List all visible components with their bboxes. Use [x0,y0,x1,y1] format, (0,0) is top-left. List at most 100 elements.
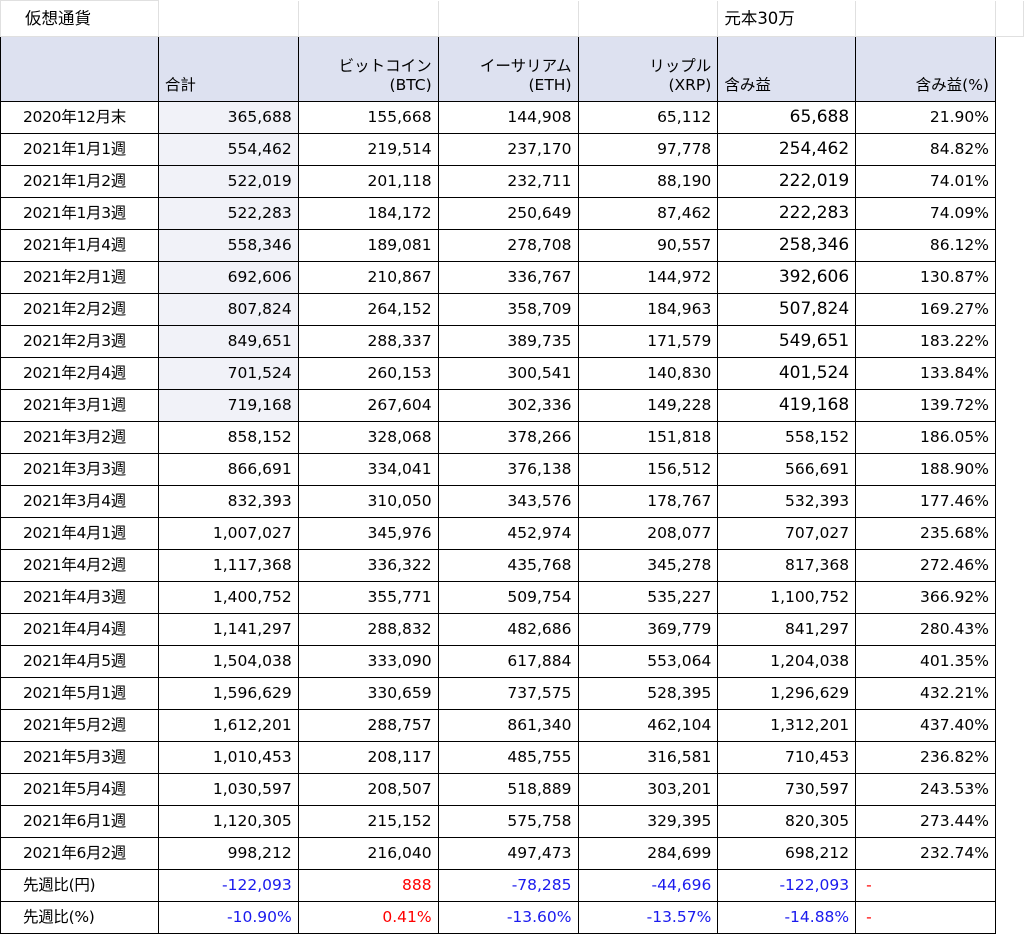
eth-cell[interactable]: 435,768 [437,549,579,582]
total-cell[interactable]: 1,141,297 [157,613,299,646]
xrp-cell[interactable]: 528,395 [577,677,719,710]
eth-cell[interactable]: 232,711 [437,165,579,198]
profit-pct-cell[interactable]: 86.12% [855,229,996,262]
eth-cell[interactable]: 336,767 [437,261,579,294]
profit-pct-cell[interactable]: 186.05% [855,421,996,454]
row-label[interactable]: 2021年2月2週 [0,293,159,326]
btc-cell[interactable]: 288,337 [297,325,439,358]
xrp-cell[interactable]: 284,699 [577,837,719,870]
total-cell[interactable]: 365,688 [157,101,299,134]
btc-cell[interactable]: 216,040 [297,837,439,870]
row-label[interactable]: 2021年3月2週 [0,421,159,454]
row-label[interactable]: 2021年3月3週 [0,453,159,486]
btc-cell[interactable]: 208,117 [297,741,439,774]
profit-cell[interactable]: 507,824 [717,293,857,326]
eth-cell[interactable]: 861,340 [437,709,579,742]
profit-pct-cell[interactable]: 139.72% [855,389,996,422]
total-cell[interactable]: 832,393 [157,485,299,518]
row-label[interactable]: 2021年5月2週 [0,709,159,742]
profit-pct-cell[interactable]: 74.01% [855,165,996,198]
eth-cell[interactable]: 737,575 [437,677,579,710]
xrp-cell[interactable]: 87,462 [577,197,719,230]
profit-cell[interactable]: 730,597 [717,773,857,806]
total-cell[interactable]: 807,824 [157,293,299,326]
row-label[interactable]: 2021年4月4週 [0,613,159,646]
header-eth[interactable]: イーサリアム (ETH) [437,36,579,102]
eth-cell[interactable]: 300,541 [437,357,579,390]
eth-cell[interactable]: 482,686 [437,613,579,646]
eth-cell[interactable]: 250,649 [437,197,579,230]
profit-cell[interactable]: 710,453 [717,741,857,774]
header-btc[interactable]: ビットコイン (BTC) [297,36,439,102]
profit-cell[interactable]: 707,027 [717,517,857,550]
wow-yen-btc[interactable]: 888 [297,869,439,902]
profit-cell[interactable]: 258,346 [717,229,857,262]
profit-cell[interactable]: 698,212 [717,837,857,870]
total-cell[interactable]: 558,346 [157,229,299,262]
eth-cell[interactable]: 144,908 [437,101,579,134]
eth-cell[interactable]: 389,735 [437,325,579,358]
total-cell[interactable]: 866,691 [157,453,299,486]
row-label[interactable]: 2021年6月2週 [0,837,159,870]
profit-cell[interactable]: 1,100,752 [717,581,857,614]
total-cell[interactable]: 998,212 [157,837,299,870]
profit-pct-cell[interactable]: 133.84% [855,357,996,390]
row-label[interactable]: 2021年2月1週 [0,261,159,294]
eth-cell[interactable]: 278,708 [437,229,579,262]
xrp-cell[interactable]: 88,190 [577,165,719,198]
wow-pct-label[interactable]: 先週比(%) [0,901,159,934]
profit-pct-cell[interactable]: 243.53% [855,773,996,806]
total-cell[interactable]: 1,010,453 [157,741,299,774]
xrp-cell[interactable]: 535,227 [577,581,719,614]
profit-cell[interactable]: 820,305 [717,805,857,838]
wow-pct-xrp[interactable]: -13.57% [577,901,719,934]
xrp-cell[interactable]: 369,779 [577,613,719,646]
btc-cell[interactable]: 336,322 [297,549,439,582]
xrp-cell[interactable]: 171,579 [577,325,719,358]
row-label[interactable]: 2021年3月4週 [0,485,159,518]
btc-cell[interactable]: 189,081 [297,229,439,262]
profit-cell[interactable]: 817,368 [717,549,857,582]
profit-cell[interactable]: 419,168 [717,389,857,422]
row-label[interactable]: 2021年6月1週 [0,805,159,838]
eth-cell[interactable]: 452,974 [437,517,579,550]
profit-pct-cell[interactable]: 21.90% [855,101,996,134]
wow-yen-profit[interactable]: -122,093 [717,869,857,902]
header-total[interactable]: 合計 [157,36,299,102]
btc-cell[interactable]: 260,153 [297,357,439,390]
wow-pct-total[interactable]: -10.90% [157,901,299,934]
xrp-cell[interactable]: 329,395 [577,805,719,838]
total-cell[interactable]: 554,462 [157,133,299,166]
profit-pct-cell[interactable]: 232.74% [855,837,996,870]
row-label[interactable]: 2021年5月3週 [0,741,159,774]
eth-cell[interactable]: 518,889 [437,773,579,806]
total-cell[interactable]: 701,524 [157,357,299,390]
btc-cell[interactable]: 288,757 [297,709,439,742]
profit-cell[interactable]: 558,152 [717,421,857,454]
total-cell[interactable]: 1,007,027 [157,517,299,550]
row-label[interactable]: 2021年4月2週 [0,549,159,582]
profit-pct-cell[interactable]: 183.22% [855,325,996,358]
btc-cell[interactable]: 334,041 [297,453,439,486]
total-cell[interactable]: 522,283 [157,197,299,230]
row-label[interactable]: 2021年1月1週 [0,133,159,166]
wow-yen-eth[interactable]: -78,285 [437,869,579,902]
row-label[interactable]: 2020年12月末 [0,101,159,134]
eth-cell[interactable]: 376,138 [437,453,579,486]
total-cell[interactable]: 719,168 [157,389,299,422]
xrp-cell[interactable]: 65,112 [577,101,719,134]
xrp-cell[interactable]: 178,767 [577,485,719,518]
btc-cell[interactable]: 355,771 [297,581,439,614]
btc-cell[interactable]: 288,832 [297,613,439,646]
eth-cell[interactable]: 237,170 [437,133,579,166]
profit-cell[interactable]: 401,524 [717,357,857,390]
wow-yen-pct[interactable]: - [855,869,996,902]
profit-pct-cell[interactable]: 272.46% [855,549,996,582]
profit-cell[interactable]: 1,312,201 [717,709,857,742]
xrp-cell[interactable]: 90,557 [577,229,719,262]
profit-cell[interactable]: 222,283 [717,197,857,230]
wow-pct-pct[interactable]: - [855,901,996,934]
total-cell[interactable]: 858,152 [157,421,299,454]
btc-cell[interactable]: 215,152 [297,805,439,838]
